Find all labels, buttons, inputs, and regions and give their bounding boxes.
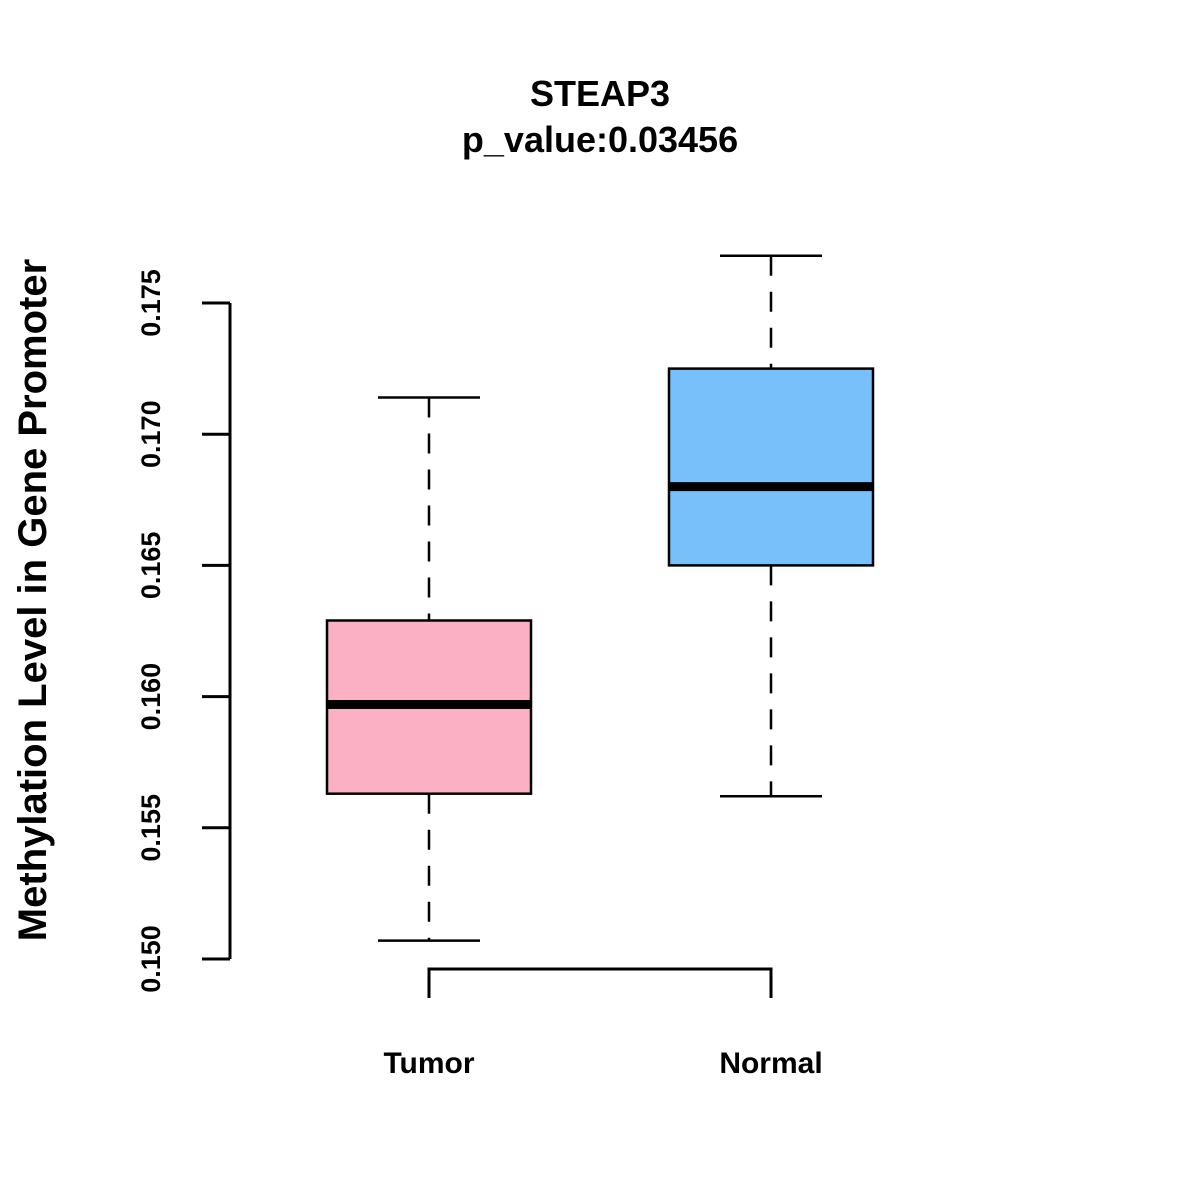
chart-subtitle: p_value:0.03456	[462, 119, 738, 160]
comparison-bracket	[427, 967, 773, 998]
box-normal	[667, 254, 875, 798]
comparison-bracket-line	[427, 967, 773, 998]
y-tick-label: 0.150	[136, 925, 166, 993]
y-tick-label: 0.170	[136, 400, 166, 468]
iqr-box	[667, 367, 875, 567]
y-axis: 0.150 0.155 0.160 0.165 0.170 0.175	[136, 269, 232, 993]
y-tick-label: 0.175	[136, 269, 166, 337]
x-axis-labels: Tumor Normal	[383, 1047, 822, 1080]
x-label-normal: Normal	[719, 1047, 822, 1080]
y-tick-label: 0.165	[136, 532, 166, 600]
y-axis-label: Methylation Level in Gene Promoter	[11, 259, 55, 941]
chart-title: STEAP3	[530, 73, 670, 114]
boxes-group	[325, 254, 875, 942]
y-tick-label: 0.155	[136, 794, 166, 862]
y-tick-label: 0.160	[136, 663, 166, 731]
x-label-tumor: Tumor	[383, 1047, 474, 1080]
box-tumor	[325, 396, 533, 942]
